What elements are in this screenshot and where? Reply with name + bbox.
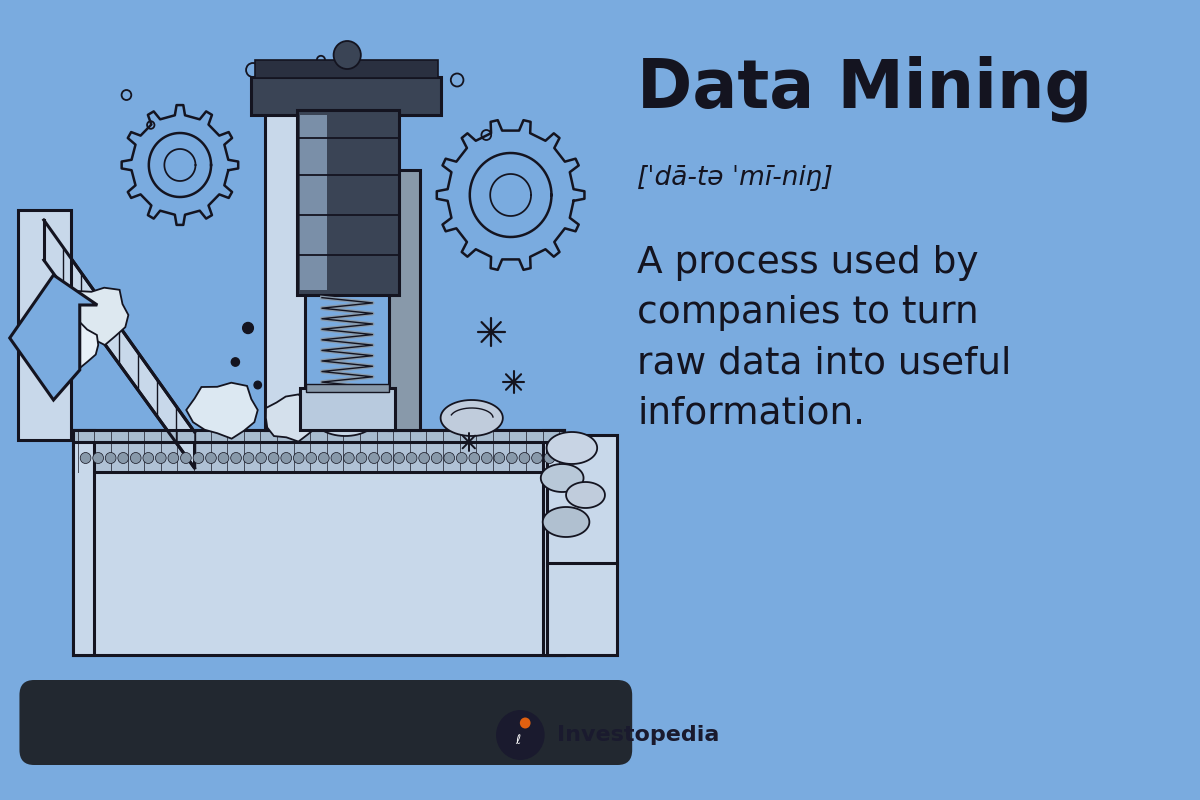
- Circle shape: [343, 453, 354, 463]
- Circle shape: [331, 453, 342, 463]
- Bar: [547, 563, 617, 655]
- Polygon shape: [314, 400, 377, 436]
- Text: Data Mining: Data Mining: [637, 55, 1092, 122]
- Circle shape: [92, 453, 103, 463]
- Circle shape: [180, 453, 191, 463]
- Polygon shape: [547, 432, 598, 464]
- Polygon shape: [491, 174, 532, 216]
- Circle shape: [368, 453, 379, 463]
- Text: [ˈdā-tə ˈmī-niŋ]: [ˈdā-tə ˈmī-niŋ]: [637, 165, 833, 191]
- Circle shape: [230, 453, 241, 463]
- Circle shape: [168, 453, 179, 463]
- Circle shape: [431, 453, 442, 463]
- Polygon shape: [149, 133, 211, 197]
- Circle shape: [306, 453, 317, 463]
- Circle shape: [544, 453, 554, 463]
- Circle shape: [444, 453, 455, 463]
- Bar: [73, 470, 564, 655]
- Polygon shape: [186, 382, 258, 438]
- Circle shape: [407, 453, 416, 463]
- Bar: [542, 430, 564, 655]
- Polygon shape: [324, 406, 367, 430]
- Circle shape: [156, 453, 166, 463]
- Bar: [547, 435, 617, 565]
- Circle shape: [143, 453, 154, 463]
- Bar: [306, 384, 389, 392]
- Polygon shape: [266, 394, 318, 442]
- Text: ℓ: ℓ: [515, 734, 520, 746]
- Circle shape: [318, 453, 329, 463]
- Bar: [300, 388, 395, 430]
- Bar: [254, 60, 438, 78]
- Circle shape: [532, 453, 542, 463]
- Circle shape: [256, 453, 266, 463]
- Circle shape: [281, 453, 292, 463]
- Circle shape: [456, 453, 467, 463]
- Circle shape: [118, 453, 128, 463]
- Bar: [73, 430, 564, 442]
- Polygon shape: [10, 275, 97, 400]
- Polygon shape: [43, 220, 194, 468]
- Circle shape: [356, 453, 367, 463]
- Circle shape: [293, 453, 304, 463]
- Circle shape: [520, 718, 530, 729]
- Circle shape: [205, 453, 216, 463]
- FancyBboxPatch shape: [19, 680, 632, 765]
- Polygon shape: [541, 464, 583, 492]
- Polygon shape: [49, 322, 98, 369]
- Bar: [389, 170, 420, 430]
- Circle shape: [394, 453, 404, 463]
- Circle shape: [254, 381, 262, 389]
- Text: A process used by
companies to turn
raw data into useful
information.: A process used by companies to turn raw …: [637, 245, 1012, 431]
- Polygon shape: [542, 507, 589, 537]
- Circle shape: [218, 453, 229, 463]
- Circle shape: [131, 453, 142, 463]
- Text: Investopedia: Investopedia: [557, 725, 720, 745]
- Circle shape: [242, 322, 253, 334]
- Bar: [296, 110, 398, 295]
- Bar: [264, 100, 305, 430]
- Circle shape: [80, 453, 91, 463]
- Circle shape: [419, 453, 430, 463]
- Polygon shape: [440, 400, 503, 436]
- Circle shape: [382, 453, 392, 463]
- Circle shape: [232, 358, 240, 366]
- Polygon shape: [164, 149, 196, 181]
- Circle shape: [506, 453, 517, 463]
- Circle shape: [469, 453, 480, 463]
- Polygon shape: [470, 153, 552, 237]
- Polygon shape: [65, 288, 128, 345]
- Polygon shape: [121, 105, 238, 225]
- Bar: [73, 430, 95, 655]
- Circle shape: [269, 453, 280, 463]
- Circle shape: [306, 414, 317, 426]
- Bar: [18, 210, 71, 440]
- Circle shape: [106, 453, 116, 463]
- Polygon shape: [566, 482, 605, 508]
- Circle shape: [520, 453, 529, 463]
- Circle shape: [334, 41, 361, 69]
- Circle shape: [494, 453, 505, 463]
- Circle shape: [244, 453, 254, 463]
- Bar: [300, 115, 326, 290]
- Circle shape: [193, 453, 204, 463]
- Bar: [73, 430, 564, 472]
- Circle shape: [481, 453, 492, 463]
- Circle shape: [496, 710, 545, 760]
- Polygon shape: [437, 120, 584, 270]
- Bar: [251, 77, 440, 115]
